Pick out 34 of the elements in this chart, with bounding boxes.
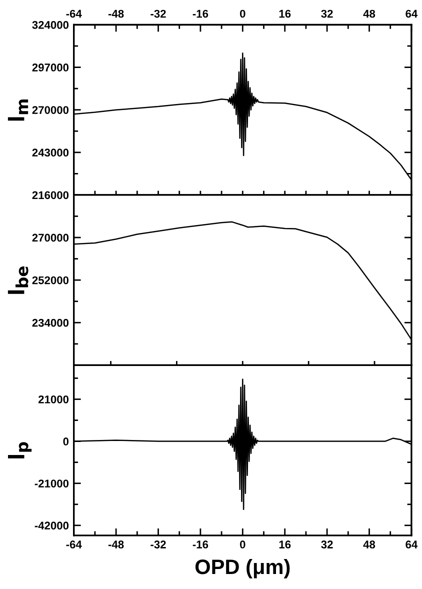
x-tick-label: 64 (406, 540, 418, 548)
x-tick-label: 48 (363, 540, 376, 548)
y-tick-label: 234000 (32, 318, 69, 327)
y-tick-label: -21000 (34, 480, 69, 488)
y-axis-title: I$_{be}$ (8, 266, 28, 294)
y-tick-label: 252000 (32, 276, 69, 284)
y-tick-label: 270000 (32, 234, 69, 242)
x-tick-label: 16 (279, 540, 291, 548)
y-tick-label: -42000 (34, 522, 69, 530)
x2-tick-label: 48 (363, 10, 376, 18)
y-axis-title: I$_{m}$ (8, 100, 28, 121)
x2-tick-label: -64 (66, 10, 82, 18)
y-tick-label: 0 (63, 438, 69, 446)
x2-tick-label: -16 (192, 10, 208, 18)
x-tick-label: -16 (192, 540, 208, 548)
x2-tick-label: 0 (240, 10, 246, 18)
y-axis-title: I$_{p}$ (8, 442, 32, 458)
x-tick-label: 0 (240, 540, 246, 548)
x2-tick-label: -48 (108, 10, 124, 18)
x2-tick-label: -32 (150, 10, 166, 18)
x2-tick-label: 64 (406, 10, 418, 18)
x-tick-label: -64 (66, 540, 82, 548)
x-axis-title: OPD (μm) (195, 558, 290, 578)
x2-tick-label: 16 (279, 10, 291, 18)
x-tick-label: -48 (108, 540, 124, 548)
y-tick-label: 243000 (32, 148, 69, 157)
x2-tick-label: 32 (321, 10, 333, 18)
y-tick-label: 270000 (32, 106, 69, 114)
y-tick-label: 216000 (32, 191, 69, 200)
y-tick-label: 297000 (32, 64, 69, 72)
y-tick-label: 324000 (32, 21, 69, 29)
y-tick-label: 21000 (38, 395, 69, 404)
x-tick-label: -32 (150, 540, 166, 548)
x-tick-label: 32 (321, 540, 333, 548)
